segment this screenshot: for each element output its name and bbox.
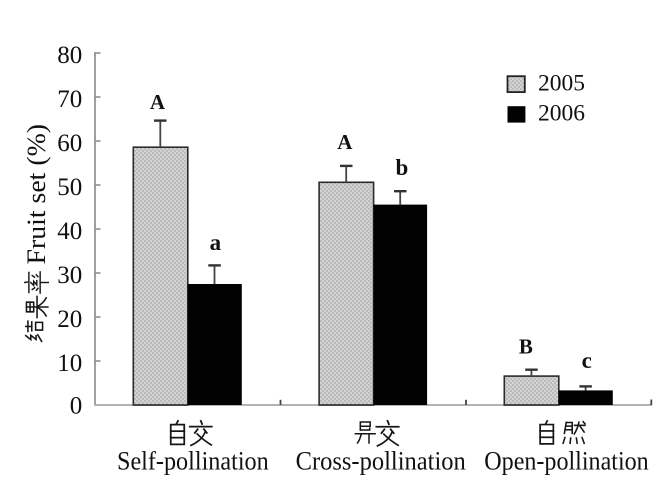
svg-text:40: 40 bbox=[57, 218, 82, 245]
svg-text:2006: 2006 bbox=[538, 100, 585, 126]
svg-text:80: 80 bbox=[57, 42, 82, 69]
svg-text:A: A bbox=[150, 90, 166, 114]
svg-text:A: A bbox=[337, 130, 353, 154]
svg-text:a: a bbox=[210, 230, 222, 255]
svg-text:2005: 2005 bbox=[538, 71, 585, 97]
svg-text:0: 0 bbox=[70, 392, 83, 419]
svg-text:20: 20 bbox=[57, 306, 82, 333]
svg-text:B: B bbox=[519, 334, 533, 358]
svg-text:10: 10 bbox=[57, 350, 82, 377]
svg-text:Cross-pollination: Cross-pollination bbox=[296, 446, 466, 475]
svg-text:70: 70 bbox=[57, 86, 82, 113]
svg-text:b: b bbox=[396, 155, 409, 180]
svg-text:Open-pollination: Open-pollination bbox=[484, 446, 648, 475]
svg-text:50: 50 bbox=[57, 174, 82, 201]
svg-text:60: 60 bbox=[57, 130, 82, 157]
svg-text:c: c bbox=[582, 348, 592, 373]
svg-text:Self-pollination: Self-pollination bbox=[117, 446, 269, 475]
svg-text:30: 30 bbox=[57, 262, 82, 289]
svg-text:Fruit set (%): Fruit set (%) bbox=[22, 124, 51, 265]
